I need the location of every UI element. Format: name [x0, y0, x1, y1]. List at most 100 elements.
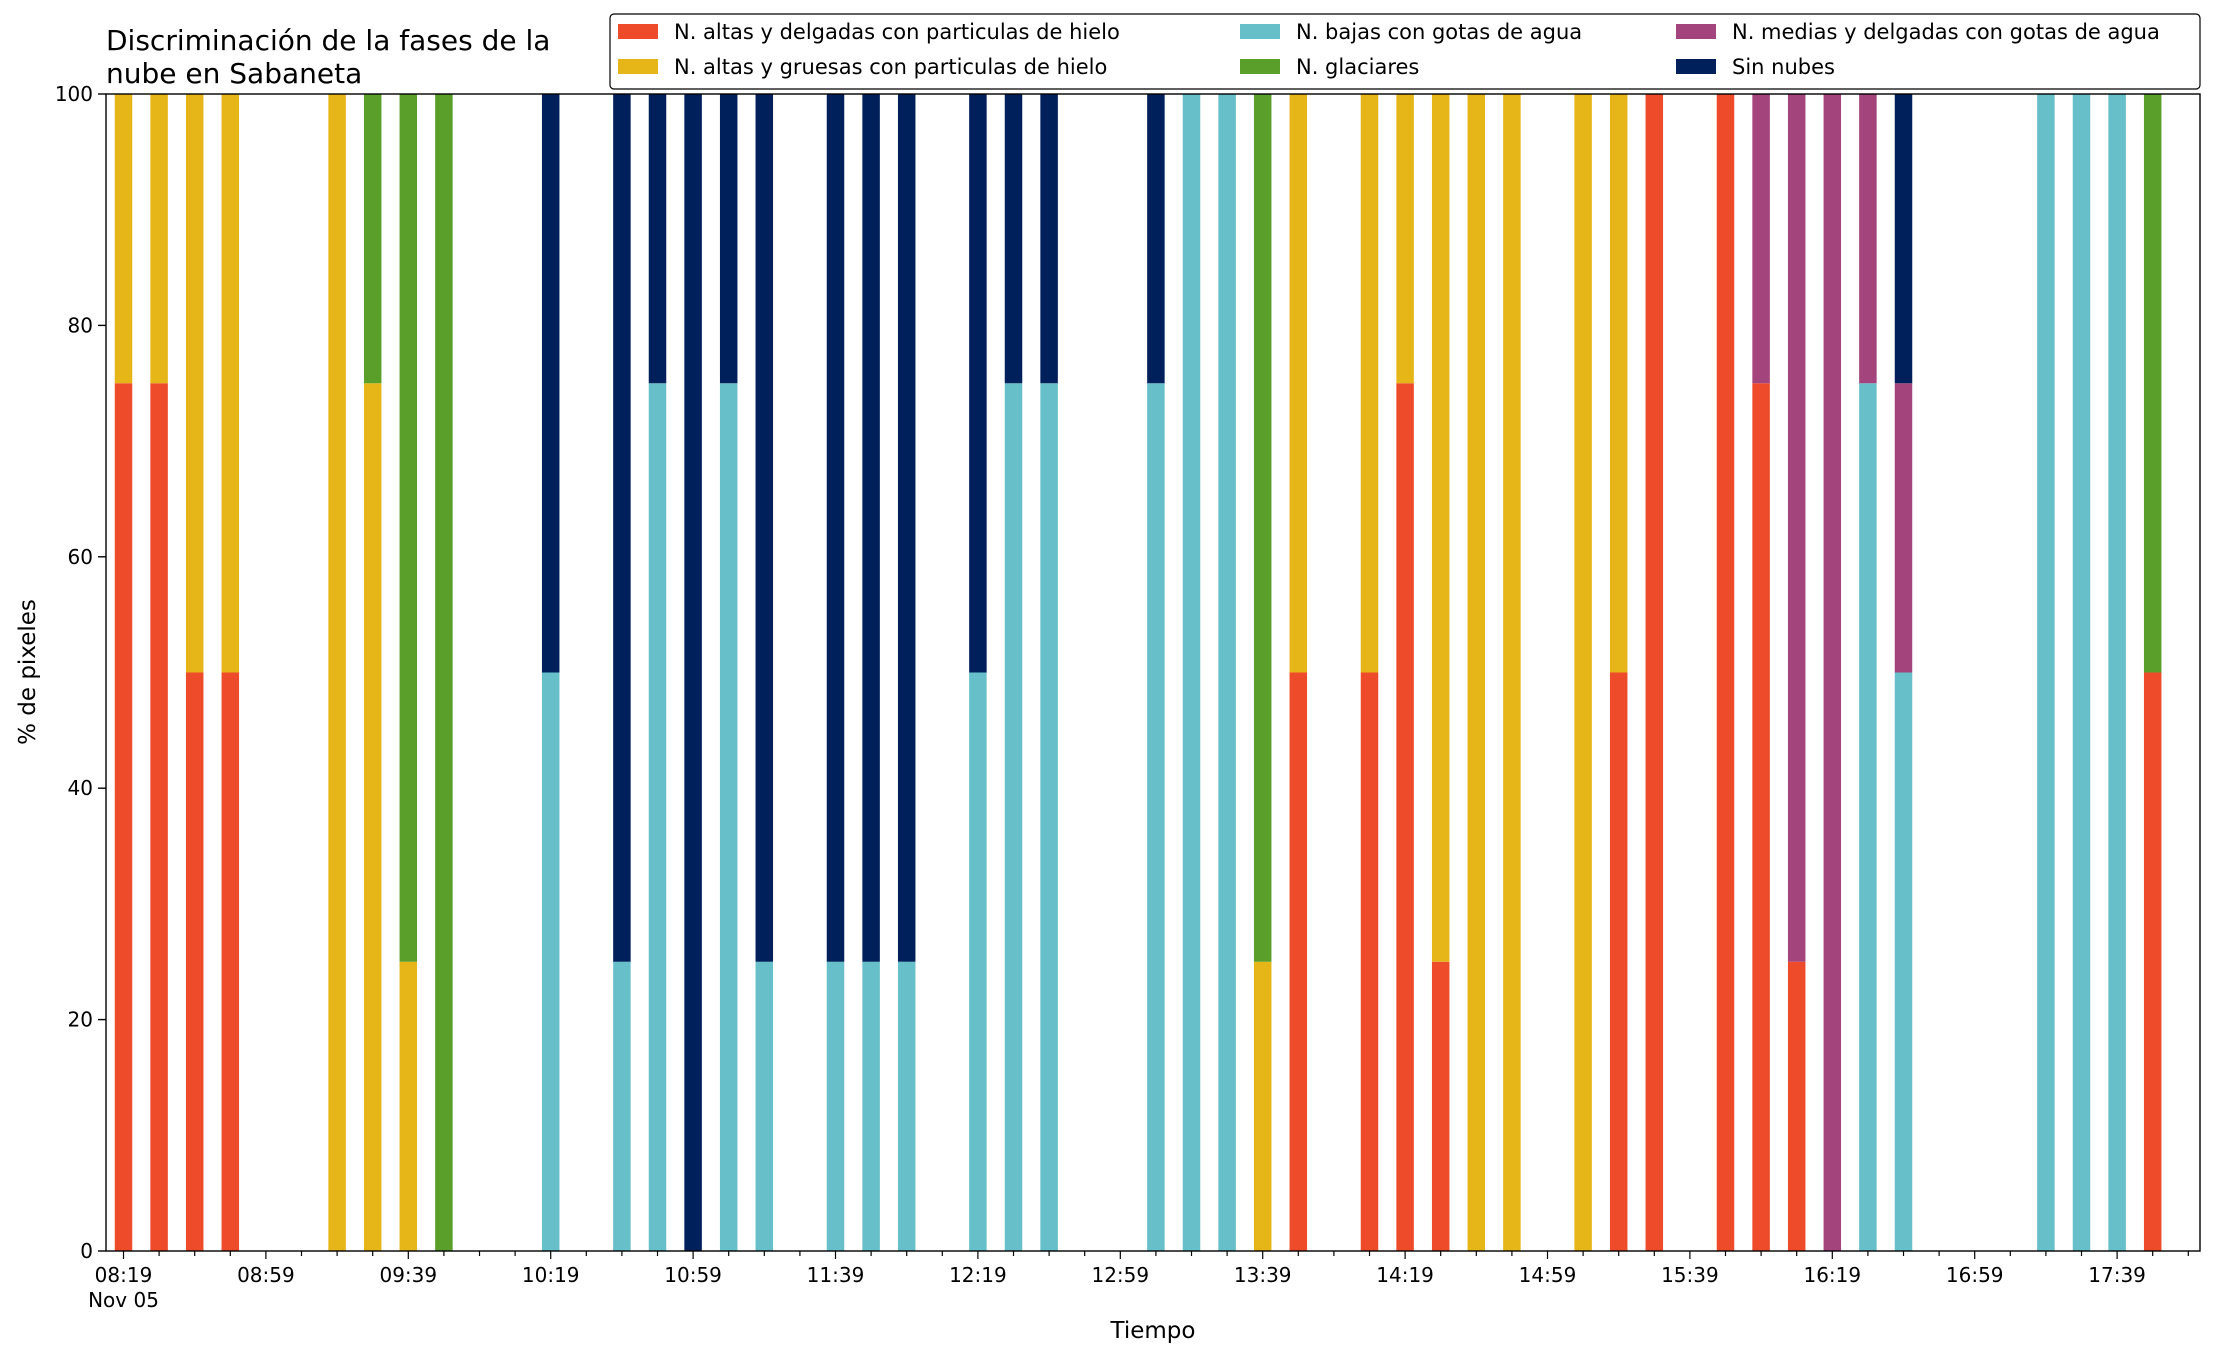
bar-segment [541, 672, 560, 1251]
x-tick-label: 14:19 [1376, 1263, 1434, 1287]
bar-segment [2072, 94, 2091, 1251]
bar-segment [1147, 383, 1165, 1251]
legend-label: N. altas y delgadas con particulas de hi… [674, 20, 1120, 44]
bar-segment [862, 94, 880, 962]
bar-segment [969, 94, 987, 673]
bar-segment [648, 94, 667, 384]
legend: N. altas y delgadas con particulas de hi… [609, 13, 2201, 90]
bar-segment [897, 961, 916, 1251]
chart-title-line-1: Discriminación de la fases de la [106, 24, 550, 57]
bars-group [114, 94, 2162, 1251]
bar-segment [826, 94, 845, 962]
bar-segment [1609, 672, 1628, 1251]
bar-segment [1467, 94, 1486, 1251]
bar-segment [114, 383, 133, 1251]
bar-segment [150, 383, 168, 1251]
bar-segment [1289, 672, 1308, 1251]
bar-segment [684, 94, 702, 1251]
bar-segment [541, 94, 560, 673]
bar-segment [1253, 94, 1272, 962]
bar-segment [1645, 94, 1664, 1251]
y-tick-label: 80 [68, 313, 93, 337]
bar-segment [1894, 94, 1913, 384]
bar-segment [1182, 94, 1201, 1251]
bar-segment [1503, 94, 1521, 1251]
legend-swatch [1240, 59, 1280, 74]
x-tick-label: 17:39 [2088, 1263, 2146, 1287]
bar-segment [1431, 94, 1450, 962]
bar-segment [363, 94, 382, 384]
legend-swatch [618, 59, 658, 74]
bar-segment [1609, 94, 1628, 673]
bar-segment [1004, 94, 1023, 384]
bar-segment [1396, 383, 1414, 1251]
bar-segment [1787, 94, 1806, 962]
bar-segment [1894, 672, 1913, 1251]
bar-segment [114, 94, 133, 384]
legend-label: N. bajas con gotas de agua [1296, 20, 1582, 44]
x-tick-label: 16:19 [1803, 1263, 1861, 1287]
bar-segment [399, 961, 418, 1251]
legend-label: Sin nubes [1732, 55, 1835, 79]
bar-segment [221, 672, 240, 1251]
x-tick-label: 12:19 [949, 1263, 1007, 1287]
bar-segment [1716, 94, 1735, 1251]
y-tick-label: 100 [55, 82, 93, 106]
bar-segment [1787, 961, 1806, 1251]
legend-label: N. altas y gruesas con particulas de hie… [674, 55, 1107, 79]
x-tick-label: 14:59 [1519, 1263, 1577, 1287]
x-tick-label: 11:39 [807, 1263, 865, 1287]
bar-segment [185, 94, 204, 673]
legend-swatch [1676, 24, 1716, 39]
bar-segment [969, 672, 987, 1251]
x-tick-label: 13:39 [1234, 1263, 1292, 1287]
y-tick-label: 60 [68, 545, 93, 569]
bar-segment [1289, 94, 1308, 673]
y-tick-label: 40 [68, 776, 93, 800]
x-tick-label: 09:39 [379, 1263, 437, 1287]
bar-segment [399, 94, 418, 962]
bar-segment [1253, 961, 1272, 1251]
bar-segment [435, 94, 453, 1251]
bar-segment [2143, 94, 2162, 673]
bar-segment [1574, 94, 1592, 1251]
x-tick-label: 12:59 [1091, 1263, 1149, 1287]
plot-frame [105, 93, 2201, 1252]
legend-label: N. glaciares [1296, 55, 1419, 79]
y-tick-label: 20 [68, 1008, 93, 1032]
y-axis-label: % de pixeles [15, 599, 41, 745]
x-axis-label: Tiempo [1110, 1318, 1196, 1344]
bar-segment [1004, 383, 1023, 1251]
legend-swatch [1240, 24, 1280, 39]
legend-swatch [618, 24, 658, 39]
x-axis: 08:19 08:59 09:39 10:19 10:59 11:39 12:19 12:59… [88, 1251, 2189, 1312]
bar-segment [826, 961, 845, 1251]
bar-segment [613, 961, 631, 1251]
bar-segment [1752, 94, 1770, 384]
x-tick-label: 08:19 [95, 1263, 153, 1287]
bar-segment [221, 94, 240, 673]
bar-segment [1894, 383, 1913, 673]
bar-segment [1823, 94, 1842, 1251]
bar-segment [1859, 94, 1877, 384]
chart-title-line-2: nube en Sabaneta [106, 57, 362, 90]
bar-segment [1218, 94, 1236, 1251]
bar-segment [719, 94, 738, 384]
bar-segment [1147, 94, 1165, 384]
legend-label: N. medias y delgadas con gotas de agua [1732, 20, 2160, 44]
legend-box [609, 13, 2201, 90]
bar-segment [862, 961, 880, 1251]
bar-segment [1360, 94, 1379, 673]
bar-segment [328, 94, 346, 1251]
bar-segment [2037, 94, 2055, 1251]
bar-segment [363, 383, 382, 1251]
y-tick-label: 0 [80, 1239, 93, 1263]
legend-swatch [1676, 59, 1716, 74]
bar-segment [755, 94, 774, 962]
bar-segment [897, 94, 916, 962]
x-tick-label: 08:59 [237, 1263, 295, 1287]
bar-segment [1859, 383, 1877, 1251]
x-tick-sublabel: Nov 05 [88, 1288, 159, 1312]
bar-segment [755, 961, 774, 1251]
bar-segment [1431, 961, 1450, 1251]
